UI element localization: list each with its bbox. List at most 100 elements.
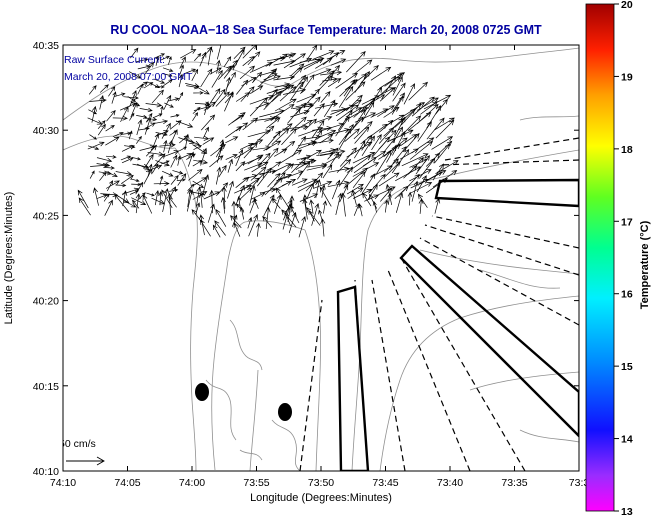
current-vector: [411, 96, 435, 117]
current-vector: [283, 88, 307, 95]
current-vector: [249, 185, 256, 206]
current-vector: [210, 144, 226, 157]
current-vector: [323, 99, 336, 117]
x-tick-label: 73:35: [501, 477, 527, 489]
current-label-date: March 20, 2008 07:00 GMT: [64, 71, 193, 83]
current-vector: [142, 194, 153, 214]
current-vector: [281, 128, 297, 146]
current-vector: [384, 199, 389, 213]
current-vector: [380, 187, 393, 202]
current-vector: [227, 180, 234, 199]
current-vector: [96, 162, 111, 168]
current-vector: [202, 137, 215, 145]
colorbar-tick-label: 15: [621, 361, 633, 373]
current-vector: [199, 51, 207, 67]
current-vector: [237, 195, 242, 209]
current-vector: [303, 58, 324, 70]
current-vector: [144, 122, 156, 130]
colorbar-tick-label: 20: [621, 0, 633, 11]
current-vector: [319, 70, 335, 86]
current-vector: [88, 109, 97, 115]
current-vector: [263, 194, 275, 217]
current-vector: [163, 94, 172, 110]
current-vector: [200, 68, 213, 88]
current-vector: [354, 126, 370, 144]
current-vector: [272, 104, 295, 119]
current-vector: [250, 85, 264, 94]
current-vector: [353, 189, 373, 199]
current-vector: [352, 171, 366, 189]
current-vector: [319, 129, 337, 138]
current-vector: [202, 126, 209, 139]
current-vector: [121, 174, 134, 184]
current-vector: [215, 166, 222, 185]
current-vector: [411, 180, 419, 202]
current-vector: [153, 153, 166, 168]
current-vector: [131, 199, 140, 209]
current-vector: [347, 183, 364, 195]
current-vector: [249, 97, 268, 117]
current-vector: [172, 170, 184, 175]
current-vector: [129, 90, 137, 107]
current-vector: [420, 101, 438, 115]
current-vector: [249, 198, 257, 214]
current-vector: [212, 224, 221, 238]
current-vector: [163, 79, 173, 87]
current-vector: [247, 154, 264, 165]
current-vector: [195, 85, 210, 95]
current-vector: [322, 52, 340, 66]
current-vector: [339, 147, 357, 167]
current-vector: [329, 152, 340, 166]
current-vector: [162, 188, 170, 212]
current-vector: [207, 46, 214, 66]
current-vector: [209, 67, 222, 75]
current-vector: [339, 184, 349, 203]
current-vector: [378, 172, 400, 187]
y-tick-label: 40:15: [33, 381, 59, 393]
current-vector: [251, 161, 269, 173]
colorbar: 13 14 15 16 17 18 19 20 Temperature (°C): [585, 0, 651, 518]
current-vector: [408, 81, 428, 101]
current-vector: [162, 67, 174, 72]
current-vector: [162, 73, 173, 77]
current-vector: [163, 139, 168, 153]
current-vector: [154, 190, 160, 206]
current-vector: [154, 53, 166, 59]
current-vector: [385, 183, 393, 205]
current-vector: [200, 147, 208, 166]
current-vector: [258, 68, 278, 87]
current-vector: [302, 194, 308, 209]
current-vector: [103, 193, 110, 202]
current-vector: [224, 91, 234, 112]
current-vector: [179, 56, 186, 69]
current-vector: [296, 93, 317, 103]
current-vector: [410, 182, 433, 194]
current-vector: [191, 68, 199, 81]
current-vector: [115, 171, 133, 177]
current-vector: [262, 215, 273, 228]
current-vector: [199, 219, 211, 237]
current-vector: [104, 199, 113, 216]
current-vector: [130, 47, 139, 59]
current-vector: [289, 57, 313, 68]
current-vector: [353, 59, 373, 75]
current-vector: [221, 186, 227, 209]
current-vector: [403, 83, 415, 105]
current-vector: [379, 86, 397, 102]
current-vector: [344, 128, 360, 142]
current-vector: [236, 203, 245, 213]
current-vector: [235, 184, 245, 206]
current-vector: [273, 194, 282, 215]
current-label-title: Raw Surface Current:: [64, 54, 165, 66]
current-vector: [160, 55, 170, 61]
current-vector: [164, 102, 174, 108]
current-vector: [216, 45, 222, 60]
current-vector: [256, 222, 261, 237]
current-vector: [106, 180, 113, 192]
current-vector: [155, 160, 170, 167]
current-vector: [267, 172, 281, 188]
current-vector: [409, 140, 434, 160]
current-vector: [322, 164, 333, 179]
current-vector: [249, 61, 274, 73]
current-vector: [225, 136, 239, 144]
